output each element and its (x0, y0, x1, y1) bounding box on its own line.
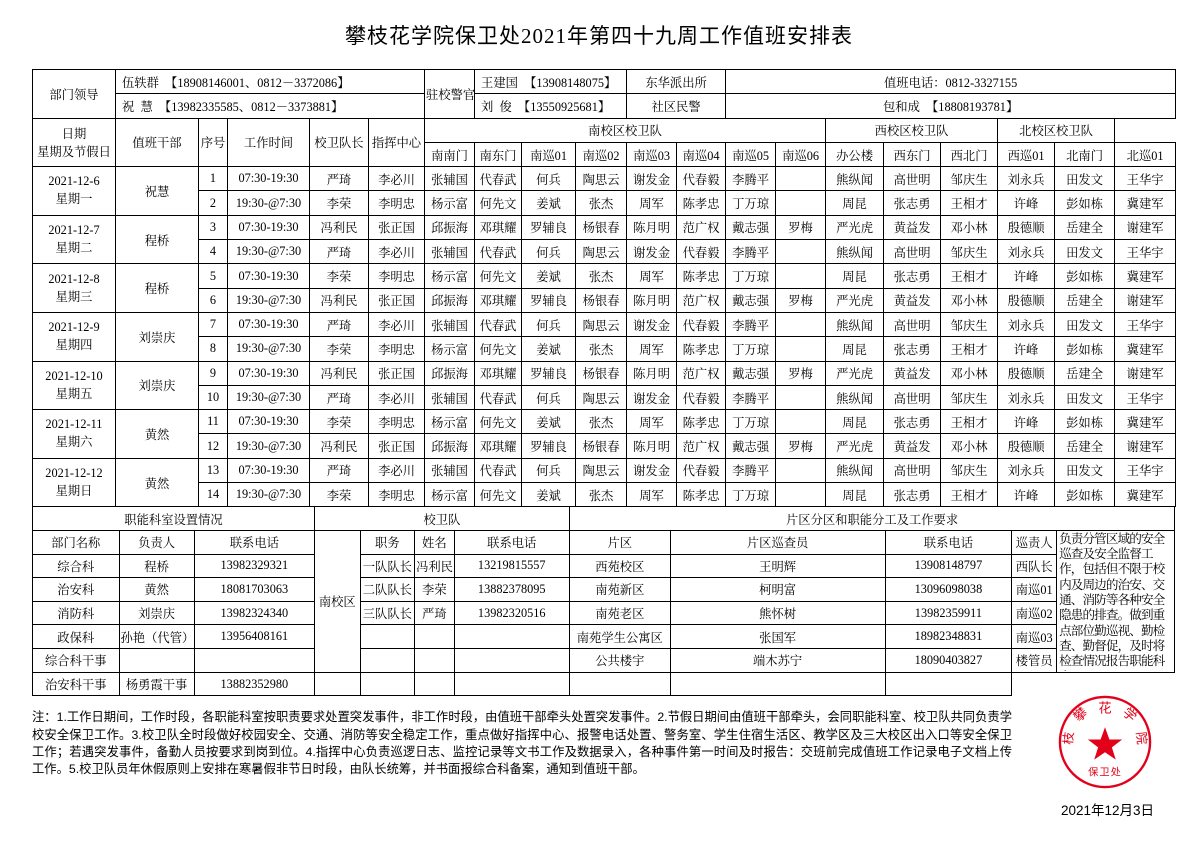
svg-text:攀: 攀 (1070, 705, 1090, 725)
svg-text:枝: 枝 (1060, 731, 1076, 745)
svg-text:学: 学 (1120, 705, 1140, 725)
svg-text:保卫处: 保卫处 (1088, 766, 1122, 779)
svg-text:花: 花 (1098, 701, 1111, 716)
svg-text:院: 院 (1134, 731, 1150, 745)
